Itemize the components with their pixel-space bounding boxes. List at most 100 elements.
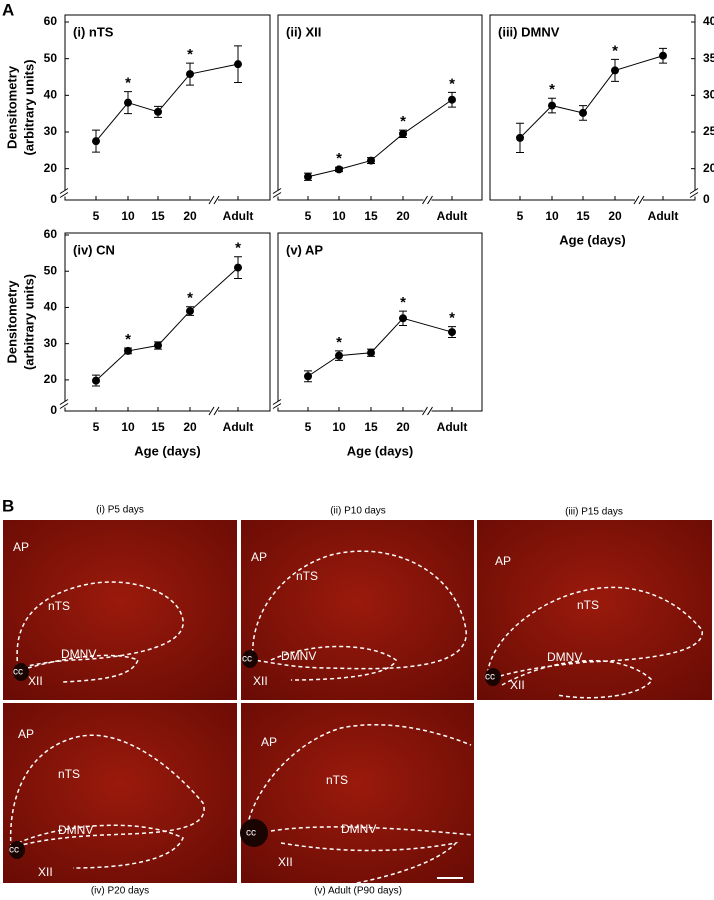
x-tick-label: 10	[121, 420, 135, 434]
micrograph-caption: (iv) P20 days	[91, 886, 149, 897]
micrograph	[3, 520, 237, 700]
data-point	[304, 372, 312, 381]
x-tick-label: 15	[151, 209, 165, 223]
x-tick-label: 15	[151, 420, 165, 434]
axis-break	[61, 401, 69, 408]
region-label: nTS	[577, 598, 599, 612]
region-label: AP	[495, 554, 511, 568]
x-tick-label: 5	[305, 209, 312, 223]
chart-title: (ii) XII	[286, 24, 321, 39]
region-label: DMNV	[61, 647, 96, 661]
significance-star: *	[187, 46, 193, 63]
region-outline	[9, 734, 205, 869]
data-point	[154, 107, 162, 116]
data-line	[307, 99, 453, 178]
data-point	[399, 129, 407, 138]
y-tick-label: 30	[44, 124, 58, 138]
data-line	[307, 317, 453, 377]
axis-break	[423, 197, 432, 203]
y-tick-label: 20	[44, 372, 58, 386]
y-axis-label: (arbitrary units)	[21, 59, 36, 155]
y-axis-label: Densitometry	[4, 280, 19, 364]
axis-break	[59, 188, 69, 198]
significance-star: *	[235, 240, 241, 257]
x-tick-label: 5	[93, 420, 100, 434]
significance-star: *	[449, 310, 455, 327]
x-tick-label: 10	[332, 209, 346, 223]
y-tick-label: 60	[44, 227, 58, 241]
axis-break	[274, 401, 282, 408]
region-label: cc	[246, 828, 256, 839]
data-point	[234, 263, 242, 272]
significance-star: *	[549, 81, 555, 98]
axis-break	[274, 190, 282, 197]
plot-frame	[277, 232, 483, 412]
chart-title: (iv) CN	[73, 242, 115, 257]
significance-star: *	[449, 75, 455, 92]
y-axis-label: Densitometry	[4, 65, 19, 149]
region-label: AP	[261, 735, 277, 749]
significance-star: *	[125, 331, 131, 348]
data-line	[95, 267, 239, 381]
data-point	[659, 51, 667, 60]
central-canal	[242, 650, 258, 668]
axis-break	[635, 197, 643, 203]
y-tick-label: 30	[44, 336, 58, 350]
micrograph	[477, 520, 712, 700]
significance-star: *	[400, 113, 406, 130]
x-axis-label: Age (days)	[347, 443, 413, 458]
region-label: cc	[485, 672, 495, 683]
x-tick-label: 10	[332, 420, 346, 434]
micrograph-caption: (i) P5 days	[96, 505, 144, 516]
axis-break	[208, 406, 220, 416]
micrograph	[241, 703, 474, 883]
significance-star: *	[612, 42, 618, 59]
y-axis-label: (arbitrary units)	[21, 274, 36, 370]
x-tick-label: 15	[364, 420, 378, 434]
x-tick-label: 20	[396, 209, 410, 223]
region-label: nTS	[48, 599, 70, 613]
region-label: DMNV	[281, 649, 316, 663]
region-outline	[16, 581, 184, 683]
region-label: AP	[13, 540, 29, 554]
data-point	[186, 70, 194, 79]
x-axis-label: Age (days)	[559, 232, 625, 247]
y-tick-label: 40	[44, 88, 58, 102]
micrograph	[3, 703, 237, 883]
data-point	[92, 376, 100, 385]
region-outline	[251, 550, 467, 681]
y-tick-label: 30	[703, 88, 714, 102]
x-tick-label: 15	[364, 209, 378, 223]
data-point	[335, 351, 343, 360]
region-label: XII	[278, 855, 293, 869]
axis-break	[61, 190, 69, 197]
axis-break	[210, 408, 218, 414]
chart-title: (i) nTS	[73, 24, 114, 39]
axis-break	[208, 195, 220, 205]
micrograph-caption: (v) Adult (P90 days)	[314, 886, 402, 897]
micrograph-caption: (ii) P10 days	[330, 506, 386, 517]
x-tick-label: 10	[545, 209, 559, 223]
region-label: nTS	[326, 773, 348, 787]
data-point	[579, 108, 587, 117]
data-point	[448, 328, 456, 337]
x-axis-label: Age (days)	[134, 443, 200, 458]
region-label: XII	[510, 678, 525, 692]
plot-frame	[489, 14, 696, 201]
data-point	[548, 101, 556, 110]
region-outline	[486, 586, 703, 699]
region-label: XII	[253, 674, 268, 688]
y-tick-label: 0	[50, 403, 57, 417]
y-tick-label: 25	[703, 124, 714, 138]
x-tick-label: Adult	[648, 209, 679, 223]
region-label: AP	[18, 727, 34, 741]
region-label: nTS	[296, 569, 318, 583]
data-point	[154, 341, 162, 350]
data-point	[335, 165, 343, 174]
data-point	[186, 307, 194, 316]
x-tick-label: 20	[183, 420, 197, 434]
y-tick-label: 40	[703, 14, 714, 28]
axis-break	[422, 406, 433, 416]
y-tick-label: 0	[50, 192, 57, 206]
